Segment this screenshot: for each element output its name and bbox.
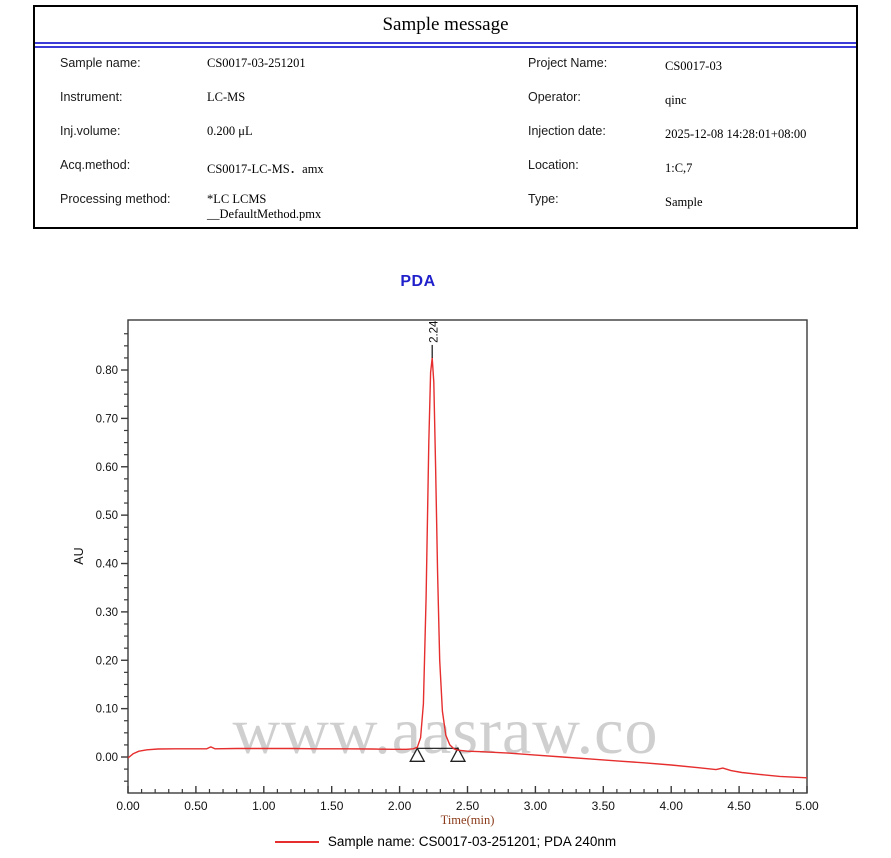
y-tick-label: 0.40: [96, 559, 118, 571]
x-tick-label: 3.00: [524, 799, 548, 813]
field-value: 0.200 μL: [207, 124, 253, 138]
plot-border: [127, 319, 808, 794]
pda-trace: [127, 357, 808, 779]
table-row: Instrument: LC-MS Operator: qinc: [60, 89, 856, 123]
y-tick-label: 0.20: [96, 655, 118, 667]
x-tick-label: 0.50: [184, 799, 208, 813]
chart-title: PDA: [400, 273, 436, 290]
table-row: Inj.volume: 0.200 μL Injection date: 202…: [60, 123, 856, 157]
chromatogram-plot: 0.00 0.50 1.00 1.50 2.00 2.50 3.00 3.50 4.00 4.50…: [96, 319, 819, 813]
field-label: Instrument:: [60, 90, 123, 104]
y-tick-label: 0.10: [96, 704, 118, 716]
table-title: Sample message: [382, 14, 509, 35]
field-label: Operator:: [528, 90, 581, 104]
field-value: CS0017-LC-MS．amx: [207, 162, 324, 176]
y-tick-label: 0.80: [96, 365, 118, 377]
x-tick-label: 4.00: [660, 799, 684, 813]
title-divider: [35, 42, 856, 48]
peak-end-marker: [449, 746, 467, 762]
field-value: *LC LCMS __DefaultMethod.pmx: [207, 192, 322, 221]
y-tick-label: 0.30: [96, 607, 118, 619]
field-value: CS0017-03-251201: [207, 56, 306, 70]
field-label: Type:: [528, 192, 559, 206]
field-label: Project Name:: [528, 56, 608, 70]
table-rows: Sample name: CS0017-03-251201 Project Na…: [35, 48, 856, 225]
y-tick-label: 0.60: [96, 462, 118, 474]
y-tick-label: 0.70: [96, 413, 118, 425]
x-tick-label: 4.50: [727, 799, 751, 813]
table-row: Acq.method: CS0017-LC-MS．amx Location: 1…: [60, 157, 856, 191]
y-tick-label: 0.00: [96, 752, 118, 764]
legend-line-swatch: [274, 840, 319, 843]
x-tick-label: 0.00: [116, 799, 140, 813]
x-axis-label: Time(min): [440, 813, 495, 827]
field-value: LC-MS: [207, 90, 246, 104]
x-tick-label: 2.00: [388, 799, 412, 813]
legend-label: Sample name: CS0017-03-251201; PDA 240nm: [327, 834, 617, 849]
field-label: Location:: [528, 158, 579, 172]
field-label: Processing method:: [60, 192, 171, 206]
field-label: Inj.volume:: [60, 124, 121, 138]
x-tick-label: 1.50: [320, 799, 344, 813]
field-value: qinc: [665, 93, 687, 107]
field-label: Acq.method:: [60, 158, 131, 172]
field-value: CS0017-03: [665, 59, 722, 73]
field-value: 2025-12-08 14:28:01+08:00: [665, 127, 807, 141]
legend: Sample name: CS0017-03-251201; PDA 240nm: [0, 834, 891, 849]
table-row: Processing method: *LC LCMS __DefaultMet…: [60, 191, 856, 225]
peak-rt-label: 2.24: [429, 320, 441, 343]
table-row: Sample name: CS0017-03-251201 Project Na…: [60, 55, 856, 89]
sample-message-table: Sample message Sample name: CS0017-03-25…: [33, 5, 858, 229]
peak-start-marker: [409, 746, 426, 762]
x-tick-label: 1.00: [252, 799, 276, 813]
x-tick-label: 2.50: [456, 799, 480, 813]
y-tick-label: 0.50: [96, 510, 118, 522]
field-value: 1:C,7: [665, 161, 693, 175]
field-value: Sample: [665, 195, 703, 209]
x-tick-label: 3.50: [592, 799, 616, 813]
y-axis-label: AU: [72, 547, 86, 565]
field-label: Injection date:: [528, 124, 606, 138]
x-tick-label: 5.00: [795, 799, 819, 813]
field-label: Sample name:: [60, 56, 141, 70]
